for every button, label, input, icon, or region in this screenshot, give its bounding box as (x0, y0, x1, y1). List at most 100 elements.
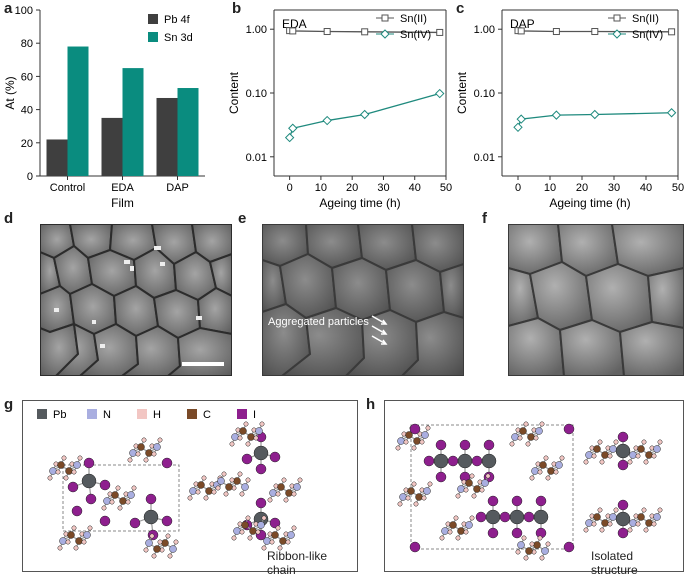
atom-i (475, 511, 487, 523)
atom-i (447, 455, 459, 467)
atom-h (195, 489, 201, 495)
atom-c (449, 521, 457, 529)
x-tick-label: 0 (515, 182, 521, 194)
atom-h (101, 505, 107, 511)
atom-h (545, 541, 551, 547)
atom-i (269, 517, 281, 529)
atom-n (441, 527, 449, 535)
atom-c (153, 545, 161, 553)
atom-h (127, 457, 133, 463)
atom-h (597, 439, 603, 445)
legend-label: Sn(IV) (632, 29, 663, 41)
atom-i (483, 439, 495, 451)
atom-n (255, 427, 263, 435)
bar-sn-3d (67, 46, 89, 176)
atom-pb (433, 453, 449, 469)
atom-n (555, 461, 563, 469)
atom-c (601, 451, 609, 459)
unit-cell (62, 464, 180, 532)
atom-h (523, 555, 529, 561)
atom-h (427, 481, 433, 487)
atom-h (599, 459, 605, 465)
atom-h (405, 495, 411, 501)
atom-h (641, 507, 647, 513)
atom-c (233, 477, 241, 485)
atom-h (255, 529, 261, 535)
atom-h (651, 521, 657, 527)
atom-c (539, 461, 547, 469)
atom-c (593, 513, 601, 521)
atom-h (71, 469, 77, 475)
bar-pb-4f (46, 139, 68, 176)
atom-h (115, 485, 121, 491)
atom-h (277, 545, 283, 551)
atom-h (533, 435, 539, 441)
atom-h (231, 535, 237, 541)
atom-n (189, 487, 197, 495)
atom-h (239, 529, 245, 535)
atom-pb (481, 453, 497, 469)
atom-h (657, 507, 663, 513)
x-tick-label: 30 (608, 182, 620, 194)
panel-label-b: b (232, 0, 242, 17)
atom-h (81, 539, 87, 545)
atom-c (525, 547, 533, 555)
y-tick-label: 0 (27, 171, 33, 183)
atom-h (243, 421, 249, 427)
atom-h (517, 435, 523, 441)
atom-i (563, 423, 575, 435)
atom-i (499, 511, 511, 523)
legend-swatch-i (237, 409, 247, 419)
atom-h (583, 459, 589, 465)
atom-h (239, 491, 245, 497)
atom-c (67, 531, 75, 539)
atom-h (109, 499, 115, 505)
atom-h (537, 535, 543, 541)
atom-h (591, 453, 597, 459)
atom-n (585, 451, 593, 459)
atom-h (157, 539, 163, 545)
atom-h (651, 453, 657, 459)
atom-n (535, 427, 543, 435)
atom-h (553, 469, 559, 475)
x-tick-label: 50 (440, 182, 452, 194)
atom-h (63, 475, 69, 481)
sem-annotation: Aggregated particles (268, 316, 369, 328)
panel-label-f: f (482, 210, 487, 227)
atom-h (643, 527, 649, 533)
atom-c (473, 485, 481, 493)
atom-n (263, 537, 271, 545)
atom-c (137, 443, 145, 451)
atom-c (119, 497, 127, 505)
y-axis-label: Content (228, 71, 241, 114)
atom-h (411, 481, 417, 487)
atom-i (255, 463, 267, 475)
bar-chart-atomic-percent: 0 20 40 60 80 100 Control EDA DAP Film At (%) Pb 4f… (3, 5, 205, 210)
legend-label: I (253, 409, 256, 421)
atom-i (409, 541, 421, 553)
atom-h (455, 535, 461, 541)
atom-h (141, 437, 147, 443)
atom-n (59, 537, 67, 545)
atom-n (465, 521, 473, 529)
atom-i (617, 499, 629, 511)
atom-h (47, 475, 53, 481)
x-axis-label: Ageing time (h) (549, 196, 630, 210)
atom-h (529, 475, 535, 481)
crystal-structure-ribbon-box: Pb N H C I Ribbon-like chain (22, 400, 358, 577)
atom-n (241, 483, 249, 491)
atom-pb (615, 443, 631, 459)
atom-n (145, 539, 153, 547)
atom-h (479, 487, 485, 493)
y-tick-label: 0.10 (474, 88, 495, 100)
atom-h (657, 439, 663, 445)
x-tick-label: 20 (346, 182, 358, 194)
y-tick-label: 1.00 (474, 24, 495, 36)
atom-pb (457, 453, 473, 469)
atom-n (609, 513, 617, 521)
legend-swatch-n (87, 409, 97, 419)
atom-i (85, 493, 97, 505)
atom-n (541, 547, 549, 555)
atom-h (463, 529, 469, 535)
legend-swatch-h (137, 409, 147, 419)
